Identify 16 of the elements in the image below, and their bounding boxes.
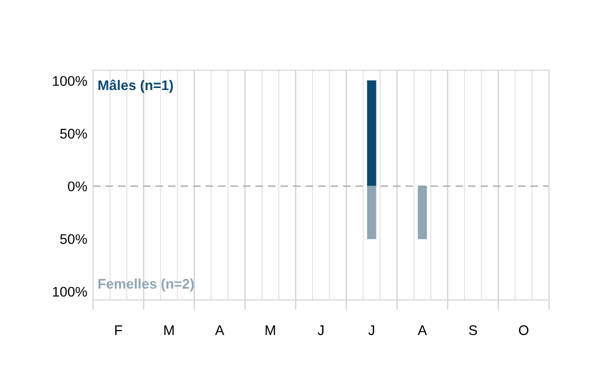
x-tick-label: A: [418, 325, 427, 335]
y-tick-label: 100%: [52, 76, 87, 86]
text: Mâles (n=1): [98, 80, 173, 93]
x-tick-label: M: [266, 325, 275, 335]
y-tick-label: 100%: [52, 286, 87, 297]
x-tick-label: J: [368, 325, 374, 336]
x-tick-label: S: [469, 325, 477, 336]
text: Femelles (n=2): [98, 278, 194, 292]
x-tick-label: O: [518, 325, 528, 336]
x-tick-label: A: [215, 325, 224, 335]
x-tick-label: J: [318, 325, 324, 336]
x-tick-label: M: [164, 325, 174, 335]
x-tick-label: F: [115, 325, 122, 335]
y-tick-label: 0%: [68, 181, 87, 192]
y-tick-label: 50%: [60, 234, 87, 244]
y-tick-label: 50%: [60, 128, 87, 139]
